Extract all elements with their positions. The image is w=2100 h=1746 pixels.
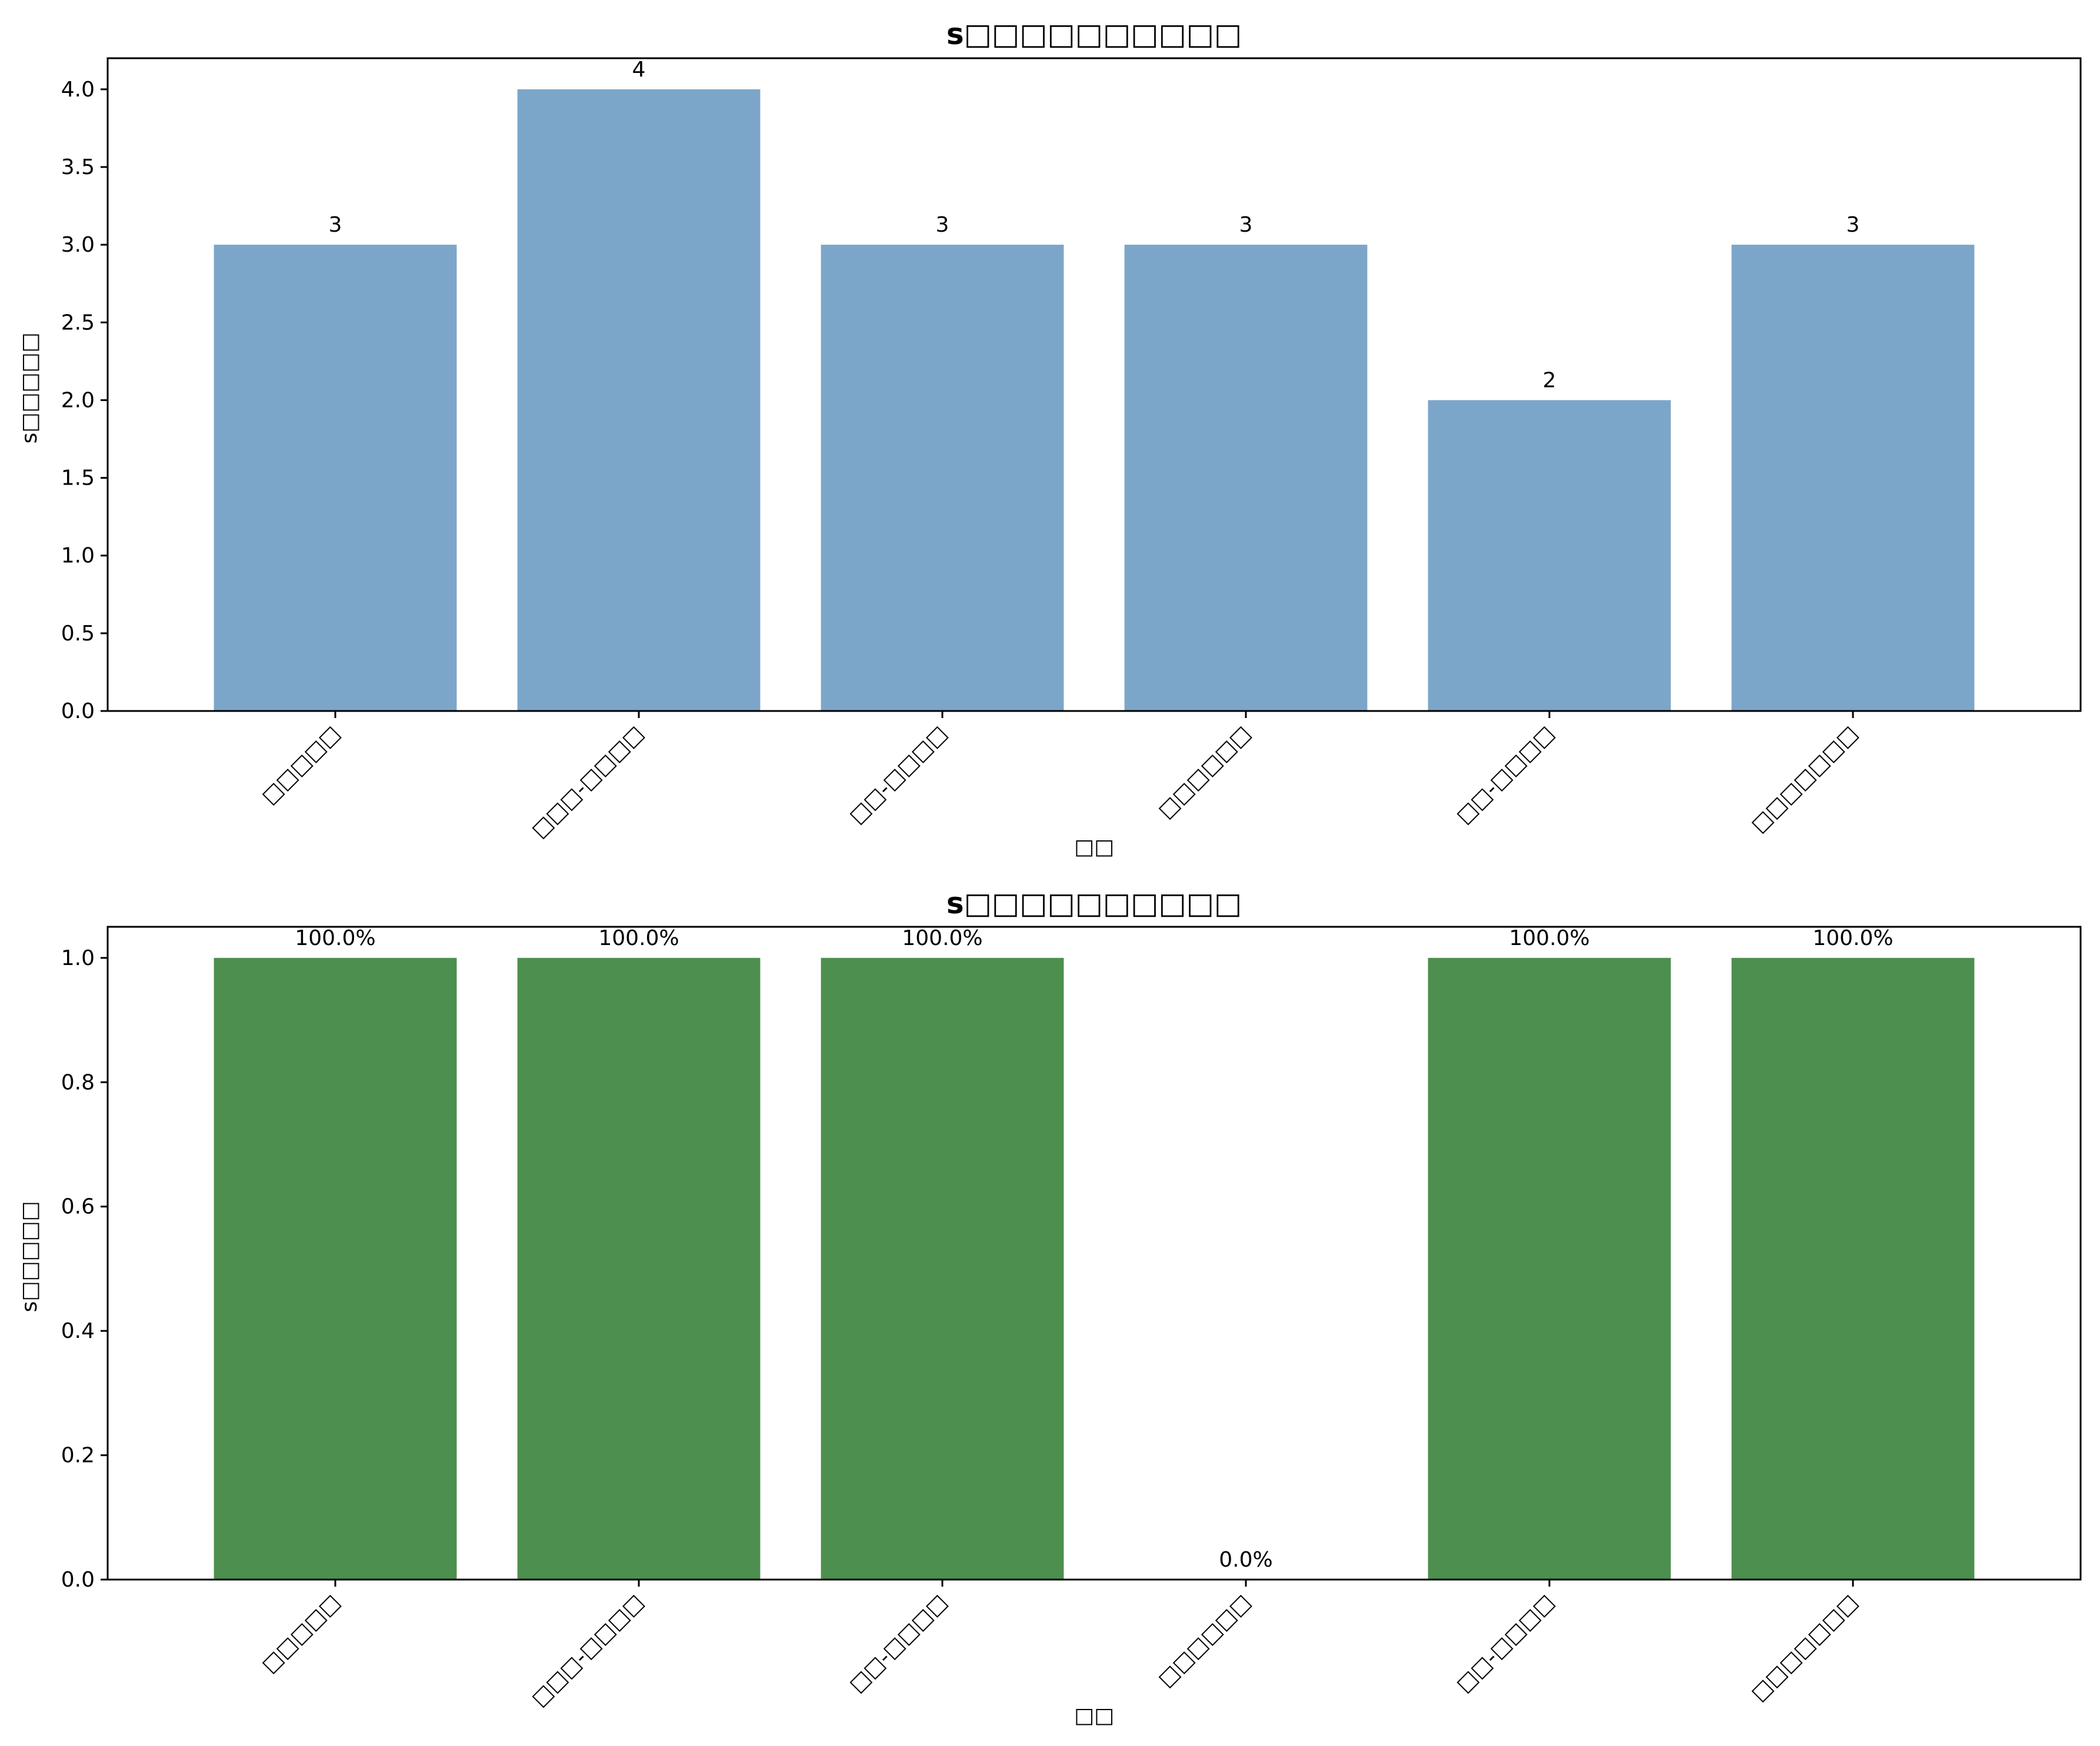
y-tick-label: 1.0: [61, 946, 95, 970]
x-axis-label: □□: [1074, 835, 1114, 859]
y-tick-label: 3.0: [61, 233, 95, 257]
y-tick-label: 0.8: [61, 1070, 95, 1094]
bar-value-label: 3: [1846, 213, 1860, 237]
y-tick-label: 0.0: [61, 699, 95, 723]
bar: [517, 89, 761, 711]
chart-quantity: s□□□□□□□□□□ s□□□□□ □□ 3 4 3 3 2 3 0.0 0.5 1.0 1.…: [18, 17, 2082, 859]
chart-ratio: s□□□□□□□□□□ s□□□□□ □□ 100.0% 100.0% 100.0%…: [18, 886, 2082, 1728]
bar-value-label: 100.0%: [1509, 926, 1589, 950]
plot-frame: [106, 57, 2082, 712]
y-tick-label: 2.0: [61, 388, 95, 412]
x-tick-label: □□□□□: [257, 1590, 345, 1677]
bar: [214, 957, 457, 1580]
y-axis-label: s□□□□□: [18, 333, 42, 444]
y-tick-label: 0.0: [61, 1568, 95, 1592]
bar-value-label: 100.0%: [902, 926, 982, 950]
bar-value-label: 100.0%: [295, 926, 375, 950]
y-tick-label: 0.4: [61, 1319, 95, 1343]
y-axis-label: s□□□□□: [18, 1201, 42, 1313]
x-tick-label: □□□□□□□: [1746, 721, 1862, 837]
bar: [1428, 957, 1671, 1580]
x-axis-label: □□: [1074, 1704, 1114, 1728]
chart-title: s□□□□□□□□□□: [946, 17, 1242, 51]
plot-frame: [106, 926, 2082, 1581]
bar-value-label: 0.0%: [1219, 1548, 1272, 1572]
y-tick-label: 0.2: [61, 1444, 95, 1468]
y-tick-label: 1.0: [61, 544, 95, 568]
y-tick-label: 1.5: [61, 466, 95, 490]
x-tick-label: □□□□□□: [1154, 1590, 1255, 1691]
bar: [1124, 245, 1368, 712]
bar-value-label: 100.0%: [1812, 926, 1893, 950]
bar: [821, 245, 1064, 712]
bar: [1731, 245, 1975, 712]
bar: [517, 957, 761, 1580]
x-tick-label: □□□-□□□□: [527, 721, 649, 843]
bar-value-label: 100.0%: [598, 926, 679, 950]
x-tick-label: □□-□□□□: [1452, 1590, 1559, 1697]
y-tick-label: 0.6: [61, 1195, 95, 1219]
y-tick-label: 2.5: [61, 311, 95, 335]
bar: [821, 957, 1064, 1580]
x-tick-label: □□-□□□□: [1452, 721, 1559, 828]
x-tick-label: □□-□□□□: [845, 721, 952, 828]
x-tick-label: □□□□□□□: [1746, 1590, 1862, 1705]
bar: [1731, 957, 1975, 1580]
bar-value-label: 3: [329, 213, 342, 237]
bar-value-label: 3: [936, 213, 949, 237]
x-tick-label: □□□-□□□□: [527, 1590, 649, 1711]
y-tick-label: 3.5: [61, 155, 95, 179]
y-tick-label: 0.5: [61, 622, 95, 646]
chart-title: s□□□□□□□□□□: [946, 886, 1242, 920]
bar-value-label: 3: [1239, 213, 1253, 237]
bar: [214, 245, 457, 712]
bar: [1428, 400, 1671, 711]
x-tick-label: □□□□□□: [1154, 721, 1255, 823]
bar-value-label: 2: [1543, 368, 1556, 392]
bar-value-label: 4: [632, 58, 646, 82]
x-tick-label: □□□□□: [257, 721, 345, 809]
y-tick-label: 4.0: [61, 78, 95, 102]
x-tick-label: □□-□□□□: [845, 1590, 952, 1697]
